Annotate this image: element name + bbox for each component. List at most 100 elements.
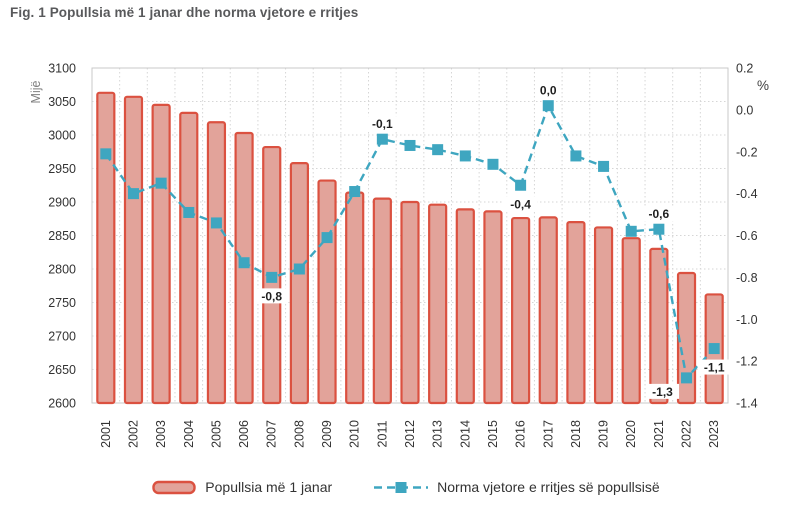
point-label-bg-2016 [504,196,538,212]
marker-2022 [681,372,693,384]
bar-2005 [206,121,227,405]
marker-2004 [183,206,195,218]
bar-2018 [566,221,586,405]
x-label-2022: 2022 [680,420,694,448]
marker-2014 [459,150,471,162]
point-label-2023: -1,1 [704,361,725,375]
left-tick-2750: 2750 [48,296,76,310]
marker-2013 [432,144,444,156]
axis-tick-labels: 3100 3050 3000 2950 2900 2850 2800 2750 2700 2650… [48,62,757,448]
legend-label-growth-rate: Norma vjetore e rritjes së popullsisë [437,479,660,495]
bar-series [96,91,724,405]
point-label-2011: -0,1 [372,117,393,131]
bar-2002 [123,95,144,405]
bar-2013 [428,203,448,405]
point-labels: -0,8 -0,1 -0,4 0,0 -0,6 -1,3 -1,1 [255,82,731,399]
x-label-2016: 2016 [514,420,528,448]
line-markers [100,100,720,384]
x-label-2004: 2004 [182,420,196,448]
right-tick--1.0: -1.0 [736,313,758,327]
x-label-2003: 2003 [154,420,168,448]
marker-2018 [570,150,582,162]
bar-2008 [289,162,309,405]
right-tick--1.2: -1.2 [736,355,758,369]
left-tick-2600: 2600 [48,397,76,411]
x-label-2023: 2023 [707,420,721,448]
chart-legend: Popullsia më 1 janar Norma vjetore e rri… [0,470,812,504]
marker-2008 [293,263,305,275]
x-label-2012: 2012 [403,420,417,448]
marker-2009 [321,232,333,244]
bar-2022 [676,271,697,405]
left-tick-2650: 2650 [48,363,76,377]
x-label-2010: 2010 [348,420,362,448]
bar-2010 [345,191,365,405]
bar-2012 [400,200,420,405]
point-label-bg-2007 [255,288,289,304]
x-label-2011: 2011 [375,421,389,448]
marker-2002 [127,188,139,200]
left-tick-3100: 3100 [48,62,76,76]
right-axis-title: % [757,78,769,93]
growth-rate-line [104,102,716,381]
bar-2001 [96,91,116,405]
marker-2003 [155,177,167,189]
x-label-2002: 2002 [126,420,140,448]
bar-2014 [455,208,475,405]
bar-2020 [621,237,641,405]
bar-2017 [538,216,558,405]
legend-item-growth-rate: Norma vjetore e rritjes së popullsisë [374,479,660,495]
point-label-bg-2021 [642,206,676,222]
bar-2003 [151,103,171,405]
marker-2011 [376,133,388,145]
line-series-swatch-icon [374,481,429,493]
marker-2005 [210,217,222,229]
x-label-2013: 2013 [431,420,445,448]
marker-2006 [238,257,250,269]
x-label-2017: 2017 [541,420,555,448]
bar-2016 [511,216,531,405]
right-tick--0.4: -0.4 [736,187,758,201]
marker-2015 [487,158,499,170]
marker-2007 [266,271,278,283]
left-tick-2700: 2700 [48,330,76,344]
bar-2021 [649,247,669,405]
marker-2023 [708,343,720,355]
x-label-2021: 2021 [652,420,666,448]
x-label-2020: 2020 [624,420,638,448]
right-tick--0.2: -0.2 [736,145,758,159]
point-label-bg-2023 [697,359,731,375]
marker-2012 [404,139,416,151]
point-label-2016: -0,4 [510,197,531,211]
x-label-2005: 2005 [209,420,223,448]
x-label-2001: 2001 [99,420,113,448]
point-label-bg-2011 [365,116,399,132]
figure-title: Fig. 1 Popullsia më 1 janar dhe norma vj… [10,5,359,20]
point-label-2022: -1,3 [652,385,673,399]
legend-label-population: Popullsia më 1 janar [205,479,333,495]
left-tick-3050: 3050 [48,95,76,109]
x-label-2019: 2019 [597,420,611,448]
marker-2017 [542,100,554,112]
right-tick-0.2: 0.2 [736,62,753,76]
x-label-2015: 2015 [486,420,500,448]
point-label-2017: 0,0 [540,84,557,98]
point-label-bg-2022 [645,383,680,399]
marker-2010 [349,186,361,198]
bar-2004 [179,111,199,405]
bar-series-swatch-icon [152,480,196,494]
left-tick-2850: 2850 [48,229,76,243]
point-label-2021: -0,6 [649,207,670,221]
right-tick--0.6: -0.6 [736,229,758,243]
marker-2001 [100,148,112,160]
marker-2019 [598,160,610,172]
left-tick-2800: 2800 [48,263,76,277]
bar-2019 [593,226,614,405]
x-label-2007: 2007 [265,420,279,448]
right-tick--1.4: -1.4 [736,397,758,411]
marker-2020 [625,225,637,237]
marker-2021 [653,223,665,235]
point-label-2007: -0,8 [261,289,282,303]
left-tick-3000: 3000 [48,129,76,143]
